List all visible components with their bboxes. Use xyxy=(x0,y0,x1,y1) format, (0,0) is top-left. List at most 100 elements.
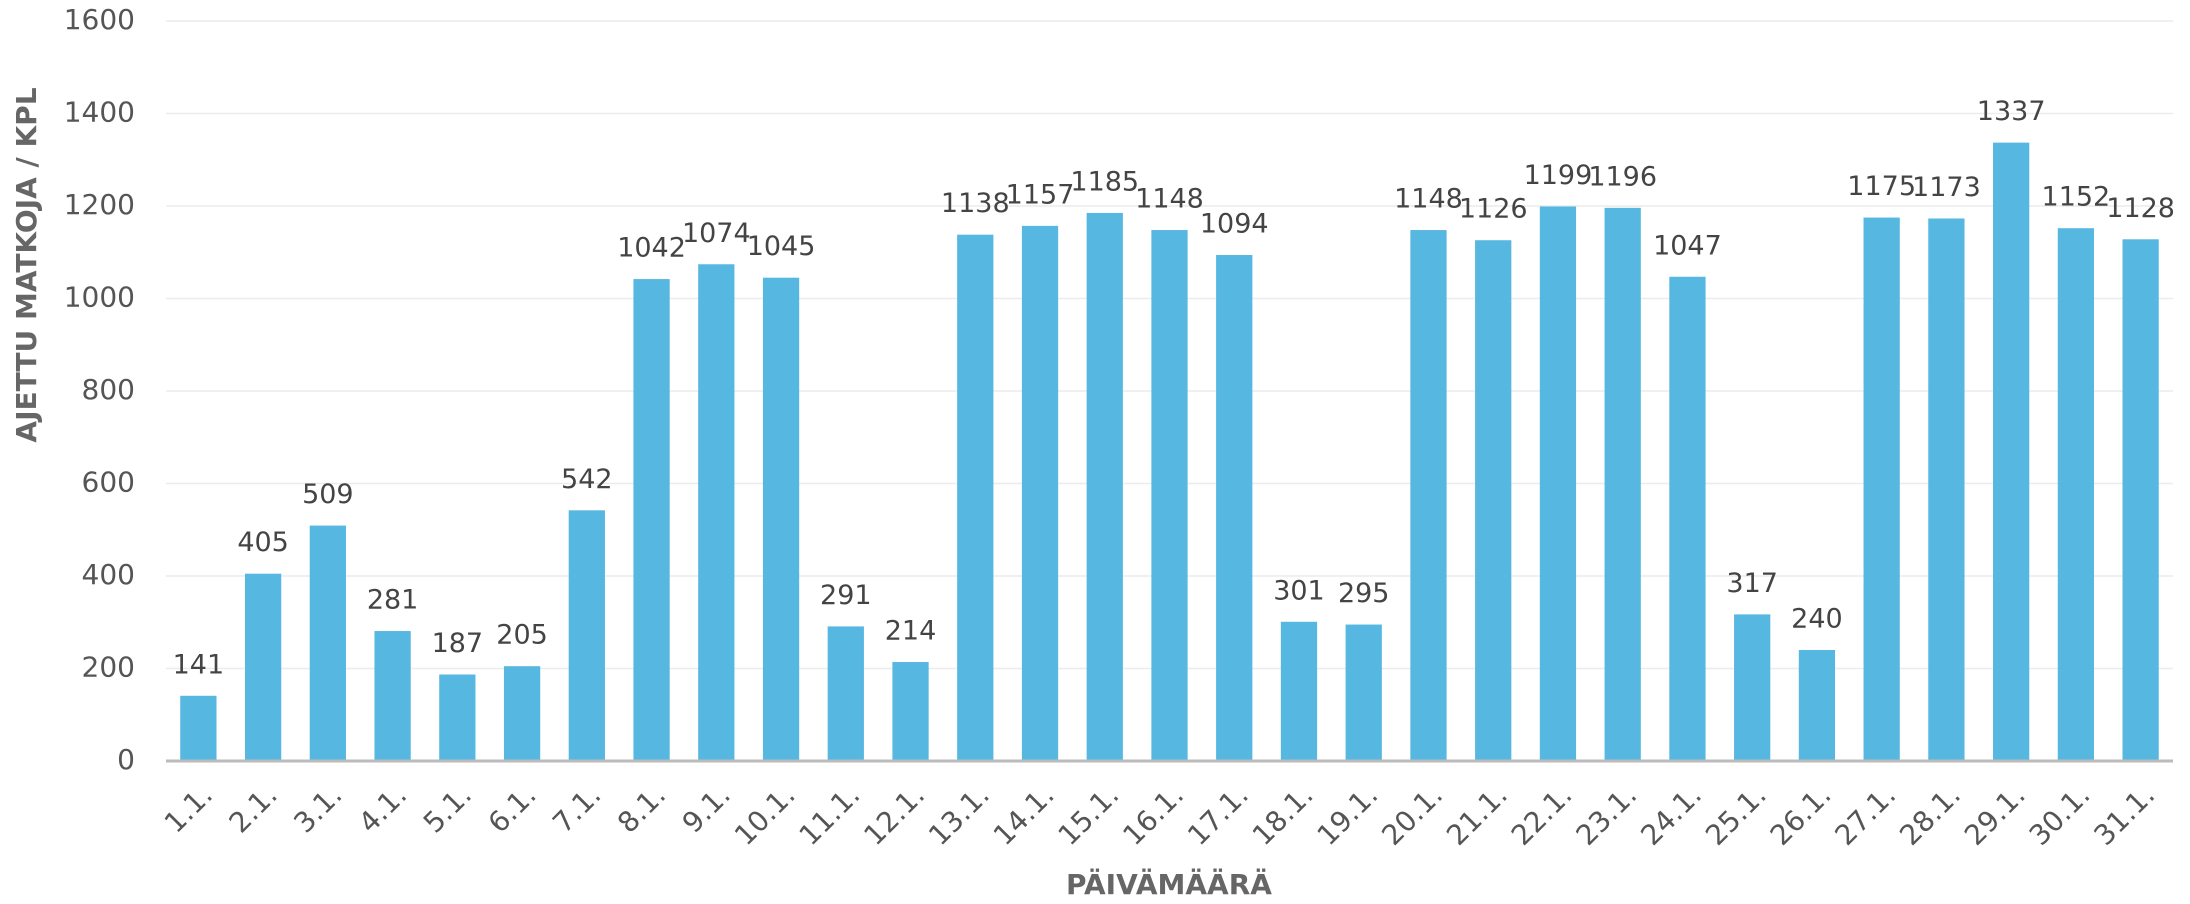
y-tick-label: 600 xyxy=(82,466,135,499)
bar xyxy=(180,695,217,761)
y-tick-label: 1600 xyxy=(64,3,135,36)
bar xyxy=(1216,255,1253,761)
x-axis-title: PÄIVÄMÄÄRÄ xyxy=(1066,867,1272,901)
x-tick-label: 20.1. xyxy=(1375,778,1449,852)
value-label: 1148 xyxy=(1135,184,1204,215)
bar xyxy=(827,626,864,761)
bar xyxy=(1539,206,1577,761)
bar xyxy=(2122,239,2159,762)
value-label: 405 xyxy=(237,527,289,558)
y-tick-label: 800 xyxy=(82,373,135,406)
bar xyxy=(1151,230,1188,762)
value-label: 1128 xyxy=(2106,193,2175,224)
bar xyxy=(1863,217,1900,761)
x-tick-label: 1.1. xyxy=(158,778,219,839)
value-label: 187 xyxy=(432,628,484,659)
bar xyxy=(1798,650,1836,761)
x-tick-label: 17.1. xyxy=(1181,778,1255,852)
value-label: 281 xyxy=(367,585,419,616)
bar xyxy=(309,525,346,761)
bar xyxy=(244,573,282,761)
y-tick-label: 0 xyxy=(117,743,135,776)
bar xyxy=(698,264,735,761)
value-label: 214 xyxy=(885,616,937,647)
x-tick-label: 29.1. xyxy=(1958,778,2032,852)
value-label: 240 xyxy=(1791,604,1843,635)
bar xyxy=(1021,225,1059,761)
x-tick-label: 18.1. xyxy=(1246,778,1320,852)
value-label: 1173 xyxy=(1912,172,1981,203)
bar xyxy=(1928,218,1965,762)
x-tick-label: 4.1. xyxy=(352,778,413,839)
x-tick-label: 24.1. xyxy=(1634,778,1708,852)
value-label: 1148 xyxy=(1394,184,1463,215)
value-label: 509 xyxy=(302,479,354,510)
y-tick-label: 400 xyxy=(82,558,135,591)
x-tick-label: 21.1. xyxy=(1440,778,1514,852)
y-tick-label: 200 xyxy=(82,651,135,684)
x-tick-label: 16.1. xyxy=(1116,778,1190,852)
value-label: 1047 xyxy=(1653,230,1722,261)
x-tick-label: 31.1. xyxy=(2088,778,2162,852)
value-label: 1094 xyxy=(1200,209,1269,240)
value-label: 291 xyxy=(820,580,872,611)
x-tick-label: 6.1. xyxy=(482,778,543,839)
x-tick-label: 10.1. xyxy=(728,778,802,852)
value-label: 542 xyxy=(561,464,613,495)
bar xyxy=(1345,624,1382,761)
bar xyxy=(957,234,994,762)
bar xyxy=(1993,142,2030,761)
value-label: 1074 xyxy=(682,218,751,249)
bar xyxy=(633,279,670,761)
value-label: 1042 xyxy=(617,233,686,264)
x-tick-label: 30.1. xyxy=(2023,778,2097,852)
bar xyxy=(1280,621,1318,761)
bar xyxy=(1410,230,1447,762)
value-label: 1196 xyxy=(1588,161,1657,192)
x-tick-label: 8.1. xyxy=(611,778,672,839)
x-tick-label: 11.1. xyxy=(793,778,867,852)
bar xyxy=(2057,228,2095,761)
bar xyxy=(1604,207,1641,762)
bar xyxy=(374,631,411,761)
value-label: 295 xyxy=(1338,578,1390,609)
x-tick-label: 15.1. xyxy=(1052,778,1126,852)
x-tick-label: 3.1. xyxy=(287,778,348,839)
value-label: 205 xyxy=(496,620,548,651)
x-tick-label: 13.1. xyxy=(922,778,996,852)
value-label: 1185 xyxy=(1070,166,1139,197)
value-label: 1175 xyxy=(1847,171,1916,202)
bar xyxy=(439,674,476,761)
value-label: 1045 xyxy=(747,231,816,262)
value-label: 317 xyxy=(1726,568,1778,599)
bar xyxy=(1669,276,1706,761)
bar xyxy=(1475,240,1512,762)
x-tick-label: 5.1. xyxy=(417,778,478,839)
bar xyxy=(1086,212,1123,761)
bar xyxy=(1734,614,1771,761)
value-label: 1152 xyxy=(2042,182,2111,213)
x-tick-label: 25.1. xyxy=(1699,778,1773,852)
x-tick-label: 7.1. xyxy=(546,778,607,839)
x-tick-label: 22.1. xyxy=(1505,778,1579,852)
value-label: 1138 xyxy=(941,188,1010,219)
x-tick-label: 23.1. xyxy=(1570,778,1644,852)
y-axis-title: AJETTU MATKOJA / KPL xyxy=(10,87,43,442)
x-tick-label: 28.1. xyxy=(1893,778,1967,852)
value-label: 1157 xyxy=(1006,179,1075,210)
bar xyxy=(762,277,800,761)
x-tick-label: 19.1. xyxy=(1311,778,1385,852)
bar xyxy=(568,510,605,761)
x-tick-label: 9.1. xyxy=(676,778,737,839)
value-label: 1337 xyxy=(1977,96,2046,127)
y-tick-label: 1000 xyxy=(64,281,135,314)
value-label: 1126 xyxy=(1459,194,1528,225)
value-label: 301 xyxy=(1273,575,1325,606)
y-tick-label: 1200 xyxy=(64,188,135,221)
value-label: 141 xyxy=(173,649,225,680)
x-tick-label: 2.1. xyxy=(223,778,284,839)
y-tick-label: 1400 xyxy=(64,96,135,129)
x-tick-label: 27.1. xyxy=(1829,778,1903,852)
value-label: 1199 xyxy=(1524,160,1593,191)
